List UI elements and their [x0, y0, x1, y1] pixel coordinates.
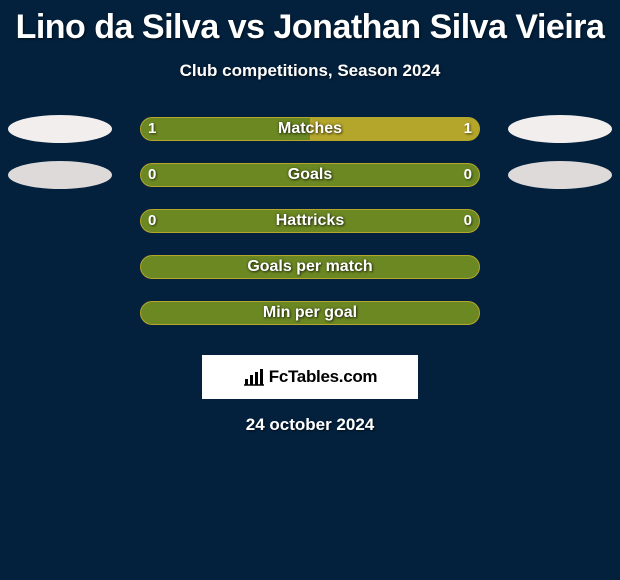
attribution-logo: FcTables.com — [202, 355, 418, 399]
bar-track — [140, 301, 480, 325]
bar-fill-player2 — [310, 118, 479, 140]
player1-marker — [8, 115, 112, 143]
comparison-chart: Matches11Goals00Hattricks00Goals per mat… — [0, 117, 620, 347]
player2-marker — [508, 161, 612, 189]
stat-row: Goals00 — [0, 163, 620, 209]
player2-marker — [508, 115, 612, 143]
bar-fill-player1 — [141, 164, 479, 186]
player1-marker — [8, 161, 112, 189]
bar-fill-player1 — [141, 210, 479, 232]
stat-row: Min per goal — [0, 301, 620, 347]
bar-fill-player1 — [141, 118, 310, 140]
bar-chart-icon — [243, 368, 265, 386]
logo-text: FcTables.com — [269, 367, 378, 387]
page-subtitle: Club competitions, Season 2024 — [0, 61, 620, 81]
bar-fill-player1 — [141, 256, 479, 278]
bar-fill-player1 — [141, 302, 479, 324]
bar-track — [140, 209, 480, 233]
page-title: Lino da Silva vs Jonathan Silva Vieira — [0, 0, 620, 47]
stat-row: Goals per match — [0, 255, 620, 301]
stat-row: Matches11 — [0, 117, 620, 163]
bar-track — [140, 255, 480, 279]
bar-track — [140, 117, 480, 141]
snapshot-date: 24 october 2024 — [0, 415, 620, 435]
stat-row: Hattricks00 — [0, 209, 620, 255]
bar-track — [140, 163, 480, 187]
